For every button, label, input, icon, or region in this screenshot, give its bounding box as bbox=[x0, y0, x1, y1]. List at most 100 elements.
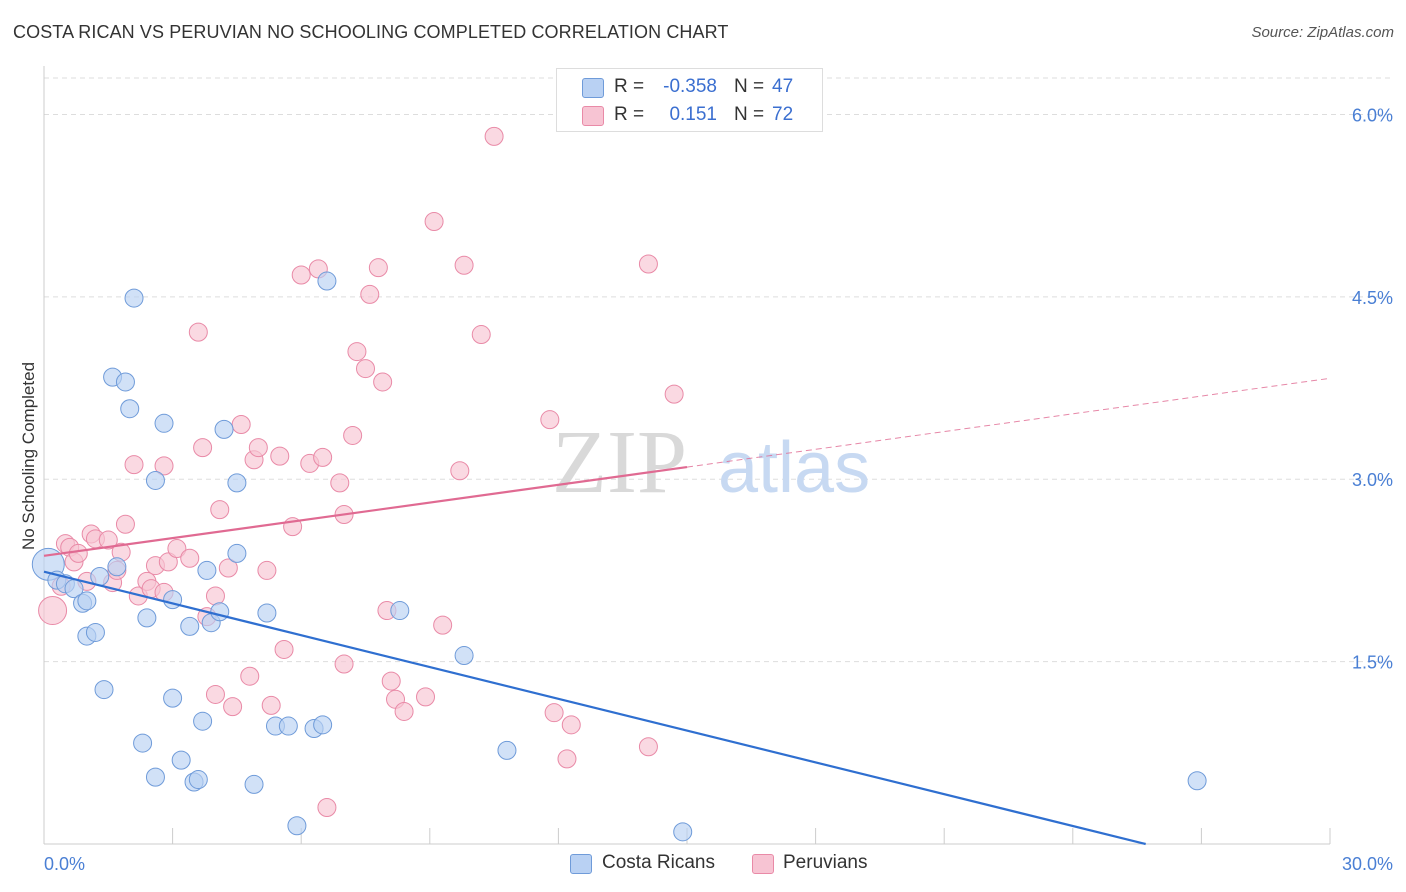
legend-r-value: 0.151 bbox=[669, 104, 717, 125]
costa-rican-point bbox=[287, 816, 307, 836]
costa-rican-point bbox=[497, 740, 517, 760]
costa-rican-point bbox=[137, 608, 157, 628]
grid-lines bbox=[44, 77, 1392, 663]
legend-swatch-pink bbox=[752, 854, 774, 874]
peruvian-point bbox=[231, 415, 251, 435]
data-points bbox=[31, 126, 1207, 842]
peruvian-point bbox=[154, 456, 174, 476]
legend-r-value: -0.358 bbox=[663, 76, 717, 97]
peruvian-point bbox=[347, 342, 367, 362]
costa-rican-trend-line bbox=[43, 570, 1146, 846]
peruvian-point bbox=[98, 530, 118, 550]
peruvian-point bbox=[381, 671, 401, 691]
costa-rican-point bbox=[210, 602, 230, 622]
peruvian-point bbox=[561, 715, 581, 735]
peruvian-point bbox=[484, 126, 504, 146]
costa-rican-point bbox=[77, 591, 97, 611]
y-tick-label: 4.5% bbox=[1352, 288, 1393, 308]
costa-rican-point bbox=[180, 616, 200, 636]
costa-rican-point bbox=[193, 711, 213, 731]
costa-rican-point bbox=[244, 774, 264, 794]
peruvian-point bbox=[68, 543, 88, 563]
costa-rican-point bbox=[390, 601, 410, 621]
costa-rican-point bbox=[133, 733, 153, 753]
legend-row-costa-ricans: R = -0.358 N = 47 bbox=[557, 73, 822, 101]
peruvian-point bbox=[205, 586, 225, 606]
peruvian-point bbox=[167, 539, 187, 559]
costa-rican-point bbox=[214, 419, 234, 439]
x-tick-label: 30.0% bbox=[1342, 854, 1393, 874]
costa-rican-point bbox=[145, 470, 165, 490]
legend-r-label: R = bbox=[614, 104, 645, 125]
peruvian-point bbox=[450, 461, 470, 481]
peruvian-point bbox=[330, 473, 350, 493]
legend-label-costa-ricans: Costa Ricans bbox=[602, 852, 715, 873]
peruvian-point bbox=[343, 425, 363, 445]
peruvian-point bbox=[210, 500, 230, 520]
costa-rican-point bbox=[107, 557, 127, 577]
watermark-atlas: atlas bbox=[718, 428, 870, 508]
costa-rican-point bbox=[120, 399, 140, 419]
costa-rican-point bbox=[94, 680, 114, 700]
peruvian-point bbox=[360, 284, 380, 304]
legend-swatch-blue bbox=[570, 854, 592, 874]
peruvian-point bbox=[274, 639, 294, 659]
peruvian-point bbox=[240, 666, 260, 686]
y-axis-label: No Schooling Completed bbox=[19, 362, 38, 550]
axis-labels: No Schooling Completed 1.5% 3.0% 4.5% 6.0% 0… bbox=[19, 105, 1393, 874]
axes bbox=[43, 66, 1331, 845]
peruvian-point bbox=[356, 359, 375, 379]
costa-rican-point bbox=[171, 750, 191, 770]
peruvian-point bbox=[540, 410, 560, 430]
peruvian-trend-extension bbox=[686, 377, 1331, 468]
peruvian-point bbox=[38, 596, 68, 626]
costa-rican-point bbox=[278, 716, 298, 736]
watermark-zip: ZIP bbox=[552, 413, 687, 512]
legend-n-label: N = bbox=[734, 104, 765, 125]
legend-swatch-blue bbox=[582, 78, 604, 98]
chart-title: COSTA RICAN VS PERUVIAN NO SCHOOLING COM… bbox=[13, 22, 729, 42]
costa-rican-point bbox=[145, 767, 165, 787]
peruvian-point bbox=[373, 372, 393, 392]
legend-r-label: R = bbox=[614, 76, 645, 97]
costa-rican-point bbox=[188, 770, 208, 790]
costa-rican-point bbox=[317, 271, 337, 291]
peruvian-point bbox=[180, 548, 200, 568]
peruvian-point bbox=[291, 265, 311, 285]
costa-rican-point bbox=[257, 603, 277, 623]
y-tick-label: 6.0% bbox=[1352, 105, 1393, 125]
costa-rican-point bbox=[673, 822, 693, 842]
peruvian-point bbox=[193, 438, 213, 458]
peruvian-point bbox=[416, 687, 436, 707]
legend-label-peruvians: Peruvians bbox=[783, 852, 868, 873]
peruvian-point bbox=[638, 737, 658, 757]
peruvian-point bbox=[313, 447, 333, 467]
peruvian-point bbox=[638, 254, 658, 274]
peruvian-point bbox=[158, 552, 178, 572]
costa-rican-point bbox=[124, 288, 144, 308]
peruvian-point bbox=[317, 798, 337, 818]
y-tick-label: 3.0% bbox=[1352, 470, 1393, 490]
peruvian-point bbox=[218, 558, 238, 578]
peruvian-point bbox=[664, 384, 684, 404]
costa-rican-point bbox=[313, 715, 333, 735]
peruvian-point bbox=[261, 695, 281, 715]
peruvian-point bbox=[471, 325, 491, 345]
costa-rican-point bbox=[85, 622, 105, 642]
peruvian-point bbox=[205, 684, 225, 704]
peruvian-point bbox=[368, 258, 388, 278]
costa-rican-point bbox=[227, 473, 247, 493]
peruvian-point bbox=[424, 211, 444, 231]
y-tick-label: 1.5% bbox=[1352, 653, 1393, 673]
x-tick-label: 0.0% bbox=[44, 854, 85, 874]
costa-rican-point bbox=[1187, 771, 1207, 791]
peruvian-point bbox=[248, 438, 268, 458]
peruvian-point bbox=[433, 615, 453, 635]
peruvian-point bbox=[115, 514, 135, 534]
peruvian-point bbox=[394, 701, 414, 721]
peruvian-point bbox=[188, 322, 208, 342]
peruvian-point bbox=[270, 446, 290, 466]
costa-rican-point bbox=[227, 543, 247, 563]
peruvian-point bbox=[334, 654, 354, 674]
